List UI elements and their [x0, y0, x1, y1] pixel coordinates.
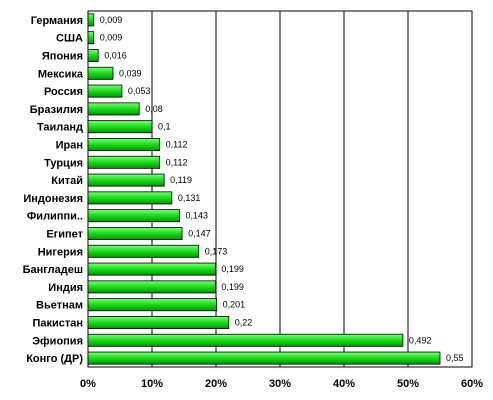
bar	[87, 280, 216, 294]
bar	[87, 191, 173, 205]
data-label: 0,119	[170, 175, 192, 185]
bar	[87, 244, 200, 258]
bar	[87, 49, 99, 62]
plot-frame	[87, 10, 473, 368]
data-label: 0,08	[145, 104, 163, 114]
bar	[87, 298, 218, 312]
category-label: Россия	[44, 86, 83, 98]
bar	[87, 102, 140, 116]
category-label: Египет	[46, 229, 83, 241]
bar	[87, 31, 95, 45]
bar	[87, 209, 180, 223]
x-tick-label: 30%	[269, 378, 291, 390]
data-label: 0,201	[223, 300, 246, 310]
bar	[87, 351, 441, 365]
bar	[87, 66, 114, 80]
bar	[87, 84, 123, 98]
category-label: Бангладеш	[23, 264, 83, 276]
data-label: 0,016	[104, 51, 127, 61]
category-label: Бразилия	[30, 104, 83, 116]
data-label: 0,112	[166, 157, 188, 167]
data-label: 0,053	[128, 86, 151, 96]
category-label: Конго (ДР)	[26, 353, 83, 365]
category-label: США	[56, 33, 83, 45]
category-label: Китай	[51, 175, 83, 187]
category-label: Вьетнам	[36, 300, 83, 312]
data-label: 0,131	[178, 193, 201, 203]
category-label: Индонезия	[23, 193, 83, 205]
category-label: Эфиопия	[32, 335, 83, 347]
x-tick-label: 10%	[141, 378, 163, 390]
data-label: 0,009	[100, 15, 123, 25]
category-label: Германия	[31, 15, 83, 27]
data-label: 0,147	[188, 229, 211, 239]
bar	[87, 316, 230, 329]
bar	[87, 138, 161, 151]
bar	[87, 155, 161, 169]
category-label: Япония	[42, 51, 83, 63]
category-label: Таиланд	[37, 122, 83, 134]
category-label: Пакистан	[32, 318, 83, 330]
data-label: 0,55	[446, 353, 464, 363]
bar	[87, 333, 404, 347]
data-label: 0,199	[221, 282, 244, 292]
x-tick-label: 50%	[397, 378, 419, 390]
category-label: Филиппи..	[27, 211, 83, 223]
data-label: 0,492	[409, 335, 432, 345]
category-label: Индия	[48, 282, 83, 294]
bar	[87, 262, 216, 276]
data-label: 0,039	[119, 68, 142, 78]
data-label: 0,112	[166, 140, 188, 150]
bar	[87, 227, 183, 240]
data-label: 0,22	[235, 318, 253, 328]
data-label: 0,173	[205, 246, 228, 256]
category-label: Нигерия	[38, 246, 83, 258]
x-tick-label: 40%	[333, 378, 355, 390]
bar	[87, 13, 95, 27]
plot-area: Германия 0,009 США 0,009 Япония 0,016 Мексика 0…	[23, 10, 483, 390]
bar	[87, 173, 165, 187]
data-label: 0,1	[158, 122, 171, 132]
category-label: Турция	[44, 157, 83, 169]
x-tick-label: 20%	[205, 378, 227, 390]
bar	[87, 120, 153, 134]
data-label: 0,199	[221, 264, 244, 274]
x-tick-label: 60%	[461, 378, 483, 390]
category-label: Мексика	[38, 68, 84, 80]
category-label: Иран	[56, 140, 83, 152]
data-label: 0,009	[100, 33, 123, 43]
data-label: 0,143	[186, 211, 209, 221]
x-tick-label: 0%	[80, 378, 96, 390]
